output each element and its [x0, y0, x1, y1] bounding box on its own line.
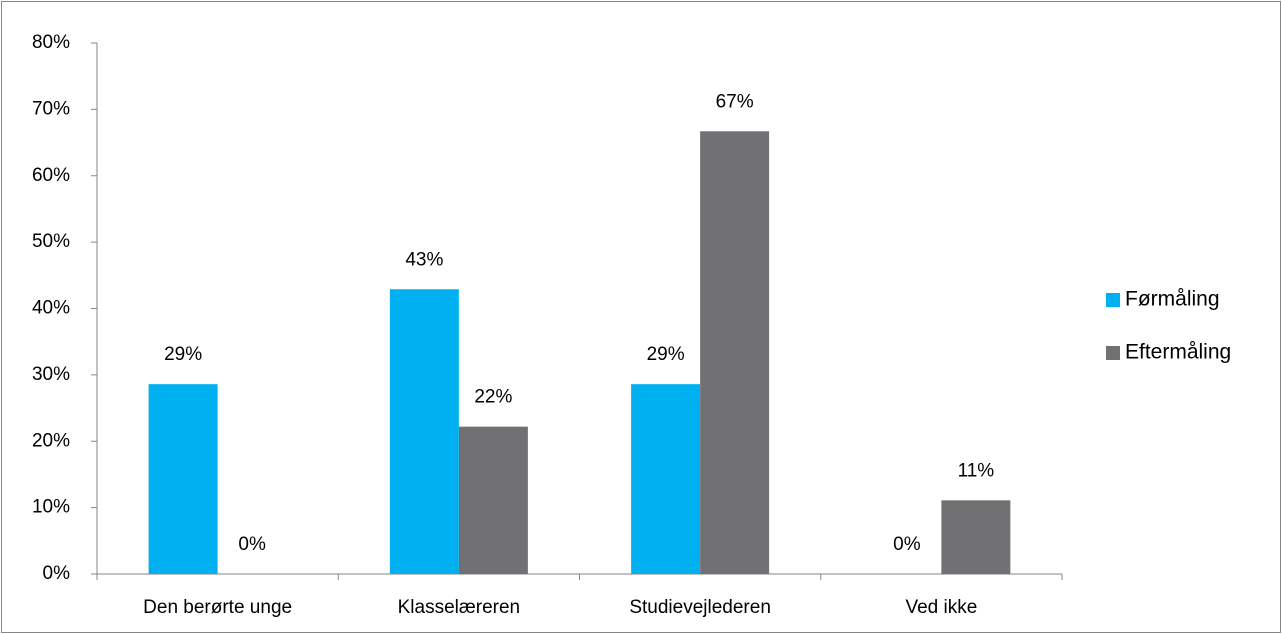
data-label: 29% — [647, 344, 685, 365]
y-tick-label: 10% — [32, 497, 70, 518]
bar — [631, 384, 701, 574]
legend-label: Førmåling — [1125, 288, 1220, 311]
data-label: 43% — [405, 249, 443, 270]
y-tick-label: 40% — [32, 298, 70, 319]
y-tick-label: 60% — [32, 165, 70, 186]
bar — [148, 384, 218, 574]
data-label: 11% — [958, 460, 995, 481]
data-label: 67% — [716, 91, 754, 112]
data-label: 0% — [238, 534, 266, 555]
data-label: 29% — [164, 344, 202, 365]
bar — [941, 500, 1011, 574]
x-tick-label: Ved ikke — [905, 597, 977, 618]
legend-swatch — [1106, 346, 1120, 360]
data-label: 22% — [474, 387, 512, 408]
bar — [458, 426, 528, 574]
bar — [700, 131, 770, 574]
y-tick-label: 50% — [32, 231, 70, 252]
y-tick-label: 70% — [32, 98, 70, 119]
data-label: 0% — [893, 534, 921, 555]
legend-swatch — [1106, 293, 1120, 307]
y-tick-label: 30% — [32, 364, 70, 385]
y-tick-label: 0% — [43, 563, 71, 584]
bar — [389, 289, 459, 574]
x-tick-label: Klasselæreren — [398, 597, 521, 618]
x-tick-label: Studievejlederen — [629, 597, 771, 618]
legend-label: Eftermåling — [1125, 341, 1231, 364]
y-tick-label: 20% — [32, 430, 70, 451]
x-tick-label: Den berørte unge — [143, 597, 292, 618]
y-tick-label: 80% — [32, 32, 70, 53]
